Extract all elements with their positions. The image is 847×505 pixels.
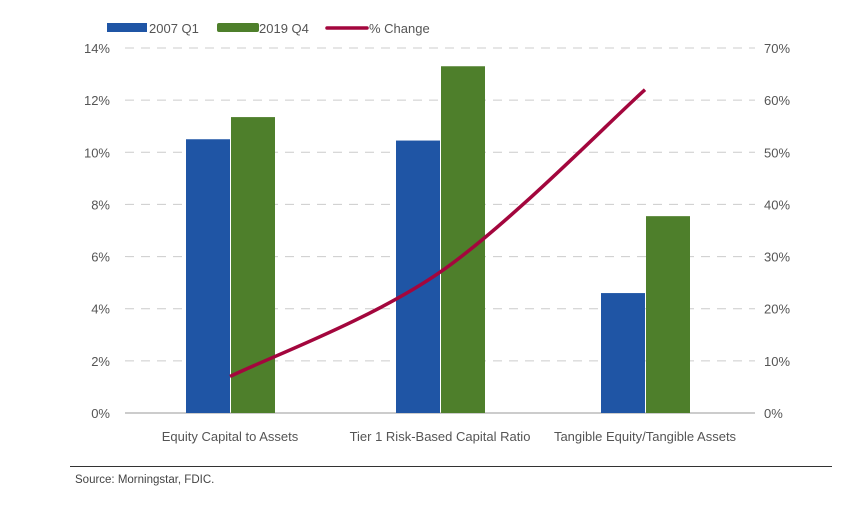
- chart: 0% 2% 4% 6% 8% 10% 12% 14% 0% 10% 20% 30% 40% 50% 60% 7…: [84, 21, 790, 444]
- left-tick-label: 14%: [84, 41, 110, 56]
- left-tick-label: 6%: [91, 250, 110, 265]
- legend-label: 2019 Q4: [259, 21, 309, 36]
- source-note: Source: Morningstar, FDIC.: [75, 474, 215, 486]
- right-tick-label: 50%: [764, 145, 790, 160]
- line-percent-change: [229, 88, 647, 379]
- right-tick-label: 0%: [764, 406, 783, 421]
- bar-2007-q1: [186, 139, 230, 413]
- bar-2019-q4: [231, 117, 275, 413]
- bar-2019-q4: [646, 216, 690, 413]
- right-tick-label: 30%: [764, 250, 790, 265]
- legend-label: % Change: [369, 21, 430, 36]
- right-tick-label: 40%: [764, 197, 790, 212]
- right-tick-label: 20%: [764, 302, 790, 317]
- left-tick-label: 2%: [91, 354, 110, 369]
- category-label: Tangible Equity/Tangible Assets: [554, 429, 737, 444]
- left-tick-label: 10%: [84, 145, 110, 160]
- legend-swatch: [217, 23, 259, 32]
- right-tick-label: 10%: [764, 354, 790, 369]
- bar-2007-q1: [601, 293, 645, 413]
- legend-label: 2007 Q1: [149, 21, 199, 36]
- left-tick-label: 0%: [91, 406, 110, 421]
- bar-2019-q4: [441, 66, 485, 413]
- left-tick-label: 8%: [91, 197, 110, 212]
- category-label: Equity Capital to Assets: [162, 429, 299, 444]
- left-tick-label: 4%: [91, 302, 110, 317]
- right-tick-label: 70%: [764, 41, 790, 56]
- category-label: Tier 1 Risk-Based Capital Ratio: [350, 429, 531, 444]
- divider: [70, 466, 832, 467]
- left-tick-label: 12%: [84, 93, 110, 108]
- legend-swatch: [107, 23, 147, 32]
- right-tick-label: 60%: [764, 93, 790, 108]
